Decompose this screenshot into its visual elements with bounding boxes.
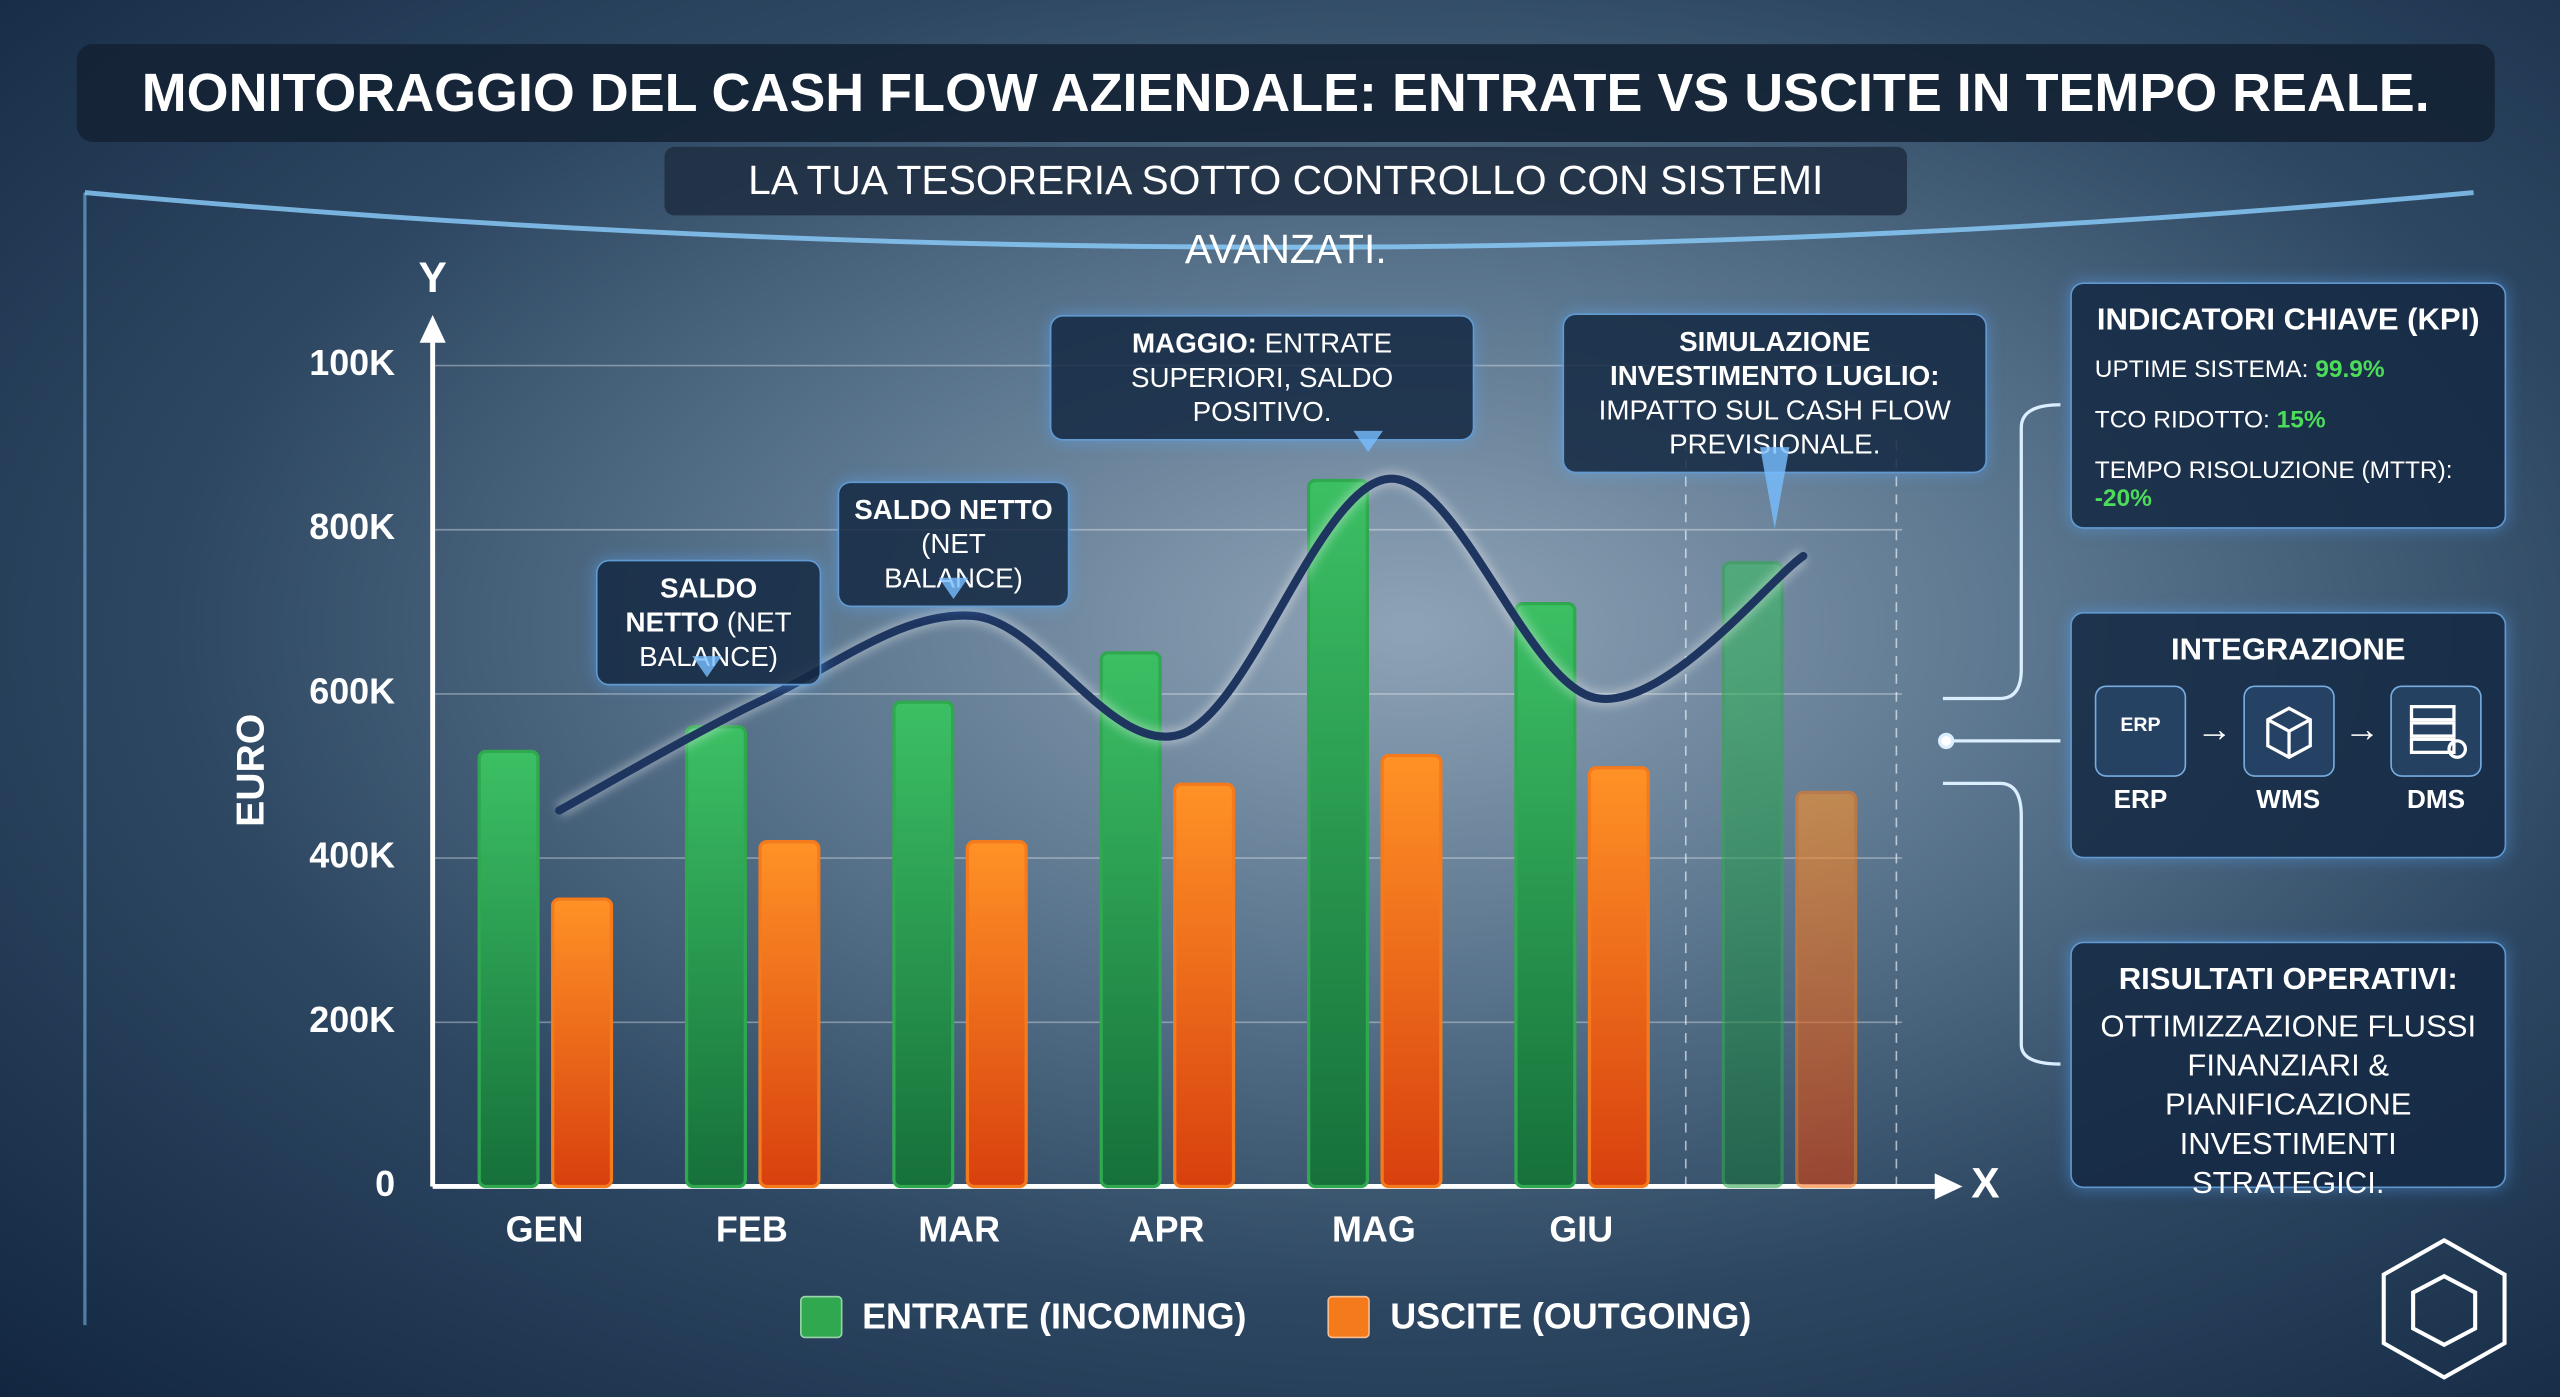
y-tick-label: 400K (309, 835, 395, 876)
bar (1721, 560, 1784, 1189)
annotation: MAGGIO: ENTRATE SUPERIORI, SALDO POSITIV… (1049, 314, 1475, 441)
y-tick-label: 800K (309, 506, 395, 547)
results-text: OTTIMIZZAZIONE FLUSSI FINANZIARI & PIANI… (2100, 1010, 2477, 1202)
bar (758, 840, 821, 1189)
y-axis-arrow (419, 314, 446, 343)
y-axis-letter: Y (419, 254, 447, 301)
icon-text: ERP (2120, 713, 2161, 737)
net-balance-line (555, 474, 1808, 815)
node-label: ERP (2113, 786, 2168, 815)
results-panel: RISULTATI OPERATIVI: OTTIMIZZAZIONE FLUS… (2070, 941, 2507, 1201)
annotation-title: SALDO NETTO (625, 572, 758, 639)
kpi-row: TCO RIDOTTO: 15% (2095, 406, 2488, 434)
annotation-title: SALDO NETTO (854, 494, 1053, 526)
x-axis-letter: X (1971, 1160, 1999, 1207)
integration-panel: INTEGRAZIONE ERP ERP → WMS → DMS (2070, 612, 2507, 859)
pointer (1760, 447, 1790, 529)
box-icon (2265, 706, 2312, 760)
results-title: RISULTATI OPERATIVI: (2118, 962, 2458, 998)
bar (892, 700, 955, 1189)
bar (1795, 790, 1858, 1189)
kpi-value: -20% (2094, 484, 2152, 513)
bar (477, 749, 540, 1189)
bar (1099, 651, 1162, 1189)
y-axis-label: EURO (229, 714, 272, 827)
frame-curve (84, 190, 2474, 250)
node-label: WMS (2256, 786, 2321, 815)
node-icon (2390, 685, 2482, 777)
legend: ENTRATE (INCOMING) USCITE (OUTGOING) (800, 1295, 1752, 1339)
y-tick-label: 100K (309, 342, 395, 383)
legend-item: USCITE (OUTGOING) (1328, 1295, 1752, 1339)
legend-label: ENTRATE (INCOMING) (862, 1295, 1247, 1337)
pointer (938, 577, 969, 599)
x-tick-label: GIU (1549, 1209, 1613, 1250)
y-tick-label: 0 (375, 1163, 395, 1204)
x-tick-label: MAR (918, 1209, 1000, 1250)
bar (684, 725, 747, 1189)
bar (1173, 782, 1236, 1189)
server-icon (2409, 705, 2468, 759)
annotation-title: SIMULAZIONE INVESTIMENTO LUGLIO: (1609, 326, 1940, 392)
logo (2381, 1237, 2507, 1380)
kpi-value: 99.9% (2315, 355, 2385, 384)
kpi-label: UPTIME SISTEMA: (2094, 355, 2309, 384)
x-tick-label: APR (1129, 1209, 1205, 1250)
y-tick-label: 600K (309, 670, 395, 711)
legend-label: USCITE (OUTGOING) (1390, 1295, 1752, 1337)
bar (1587, 766, 1650, 1189)
x-axis-arrow (1934, 1173, 1963, 1200)
x-tick-label: FEB (716, 1209, 788, 1250)
x-tick-label: GEN (506, 1209, 584, 1250)
integration-title: INTEGRAZIONE (2171, 633, 2406, 668)
annotation-title: MAGGIO: (1132, 328, 1257, 360)
node: WMS (2242, 685, 2334, 816)
legend-item: ENTRATE (INCOMING) (800, 1295, 1247, 1339)
arrow: → (2344, 708, 2381, 750)
integration-nodes: ERP ERP → WMS → DMS (2088, 685, 2488, 816)
legend-swatch (800, 1295, 843, 1339)
node: DMS (2390, 685, 2482, 816)
bar (1380, 753, 1443, 1189)
bar (965, 840, 1028, 1189)
connectors (1938, 403, 2061, 1066)
node-label: DMS (2406, 786, 2466, 815)
pointer (692, 656, 722, 678)
node: ERP ERP (2094, 685, 2187, 816)
annotation-text: (NET BALANCE) (884, 528, 1023, 595)
legend-swatch (1328, 1295, 1371, 1339)
bar (1306, 478, 1370, 1189)
subtitle: LA TUA TESORERIA SOTTO CONTROLLO CON SIS… (664, 146, 1907, 273)
kpi-value: 15% (2276, 406, 2326, 435)
kpi-panel: INDICATORI CHIAVE (KPI) UPTIME SISTEMA: … (2070, 282, 2507, 529)
title: MONITORAGGIO DEL CASH FLOW AZIENDALE: EN… (76, 44, 2495, 142)
kpi-row: UPTIME SISTEMA: 99.9% (2095, 356, 2488, 384)
kpi-title: INDICATORI CHIAVE (KPI) (2096, 303, 2480, 338)
x-tick-label: MAG (1332, 1209, 1416, 1250)
kpi-row: TEMPO RISOLUZIONE (MTTR): -20% (2095, 457, 2488, 512)
y-tick-label: 200K (309, 999, 395, 1040)
node-icon: ERP (2094, 685, 2187, 777)
arrow: → (2196, 708, 2233, 750)
bar (1514, 601, 1577, 1189)
kpi-label: TCO RIDOTTO: (2094, 406, 2270, 435)
pointer (1353, 430, 1383, 453)
kpi-label: TEMPO RISOLUZIONE (MTTR): (2094, 456, 2453, 485)
annotation-text: ENTRATE SUPERIORI, SALDO POSITIVO. (1130, 328, 1394, 428)
bar (551, 897, 614, 1189)
node-icon (2242, 685, 2334, 777)
